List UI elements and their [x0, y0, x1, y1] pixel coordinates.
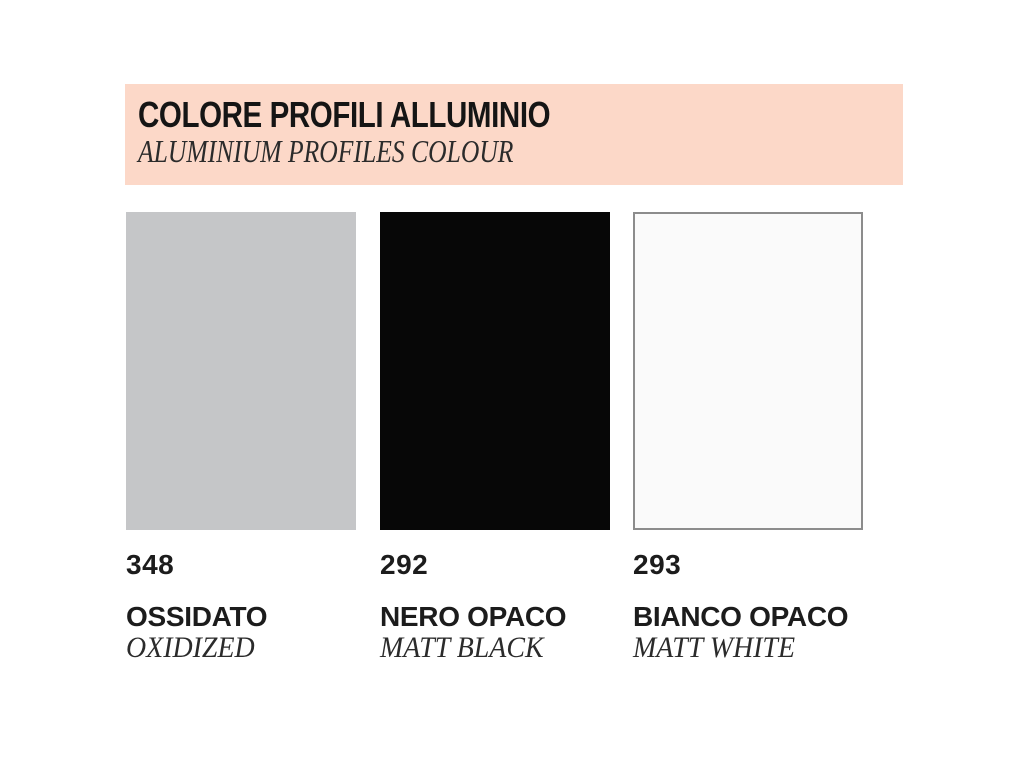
section-title: COLORE PROFILI ALLUMINIO: [138, 94, 551, 135]
swatch-column-oxidized: 348 OSSIDATO OXIDIZED: [126, 212, 362, 663]
color-code: 292: [380, 549, 429, 580]
section-header: COLORE PROFILI ALLUMINIO ALUMINIUM PROFI…: [125, 84, 903, 185]
color-name-english: MATT WHITE: [633, 631, 795, 664]
swatch-column-matt-black: 292 NERO OPACO MATT BLACK: [380, 212, 616, 663]
color-name-italian: NERO OPACO: [380, 601, 567, 632]
color-name-english: OXIDIZED: [126, 631, 255, 664]
color-name-english: MATT BLACK: [380, 631, 544, 664]
section-subtitle: ALUMINIUM PROFILES COLOUR: [138, 133, 514, 169]
color-swatch-matt-black: [380, 212, 610, 530]
color-code: 293: [633, 549, 682, 580]
color-name-italian: BIANCO OPACO: [633, 601, 849, 632]
color-swatch-oxidized: [126, 212, 356, 530]
color-code: 348: [126, 549, 175, 580]
color-swatch-matt-white: [633, 212, 863, 530]
swatch-column-matt-white: 293 BIANCO OPACO MATT WHITE: [633, 212, 869, 663]
color-name-italian: OSSIDATO: [126, 601, 268, 632]
